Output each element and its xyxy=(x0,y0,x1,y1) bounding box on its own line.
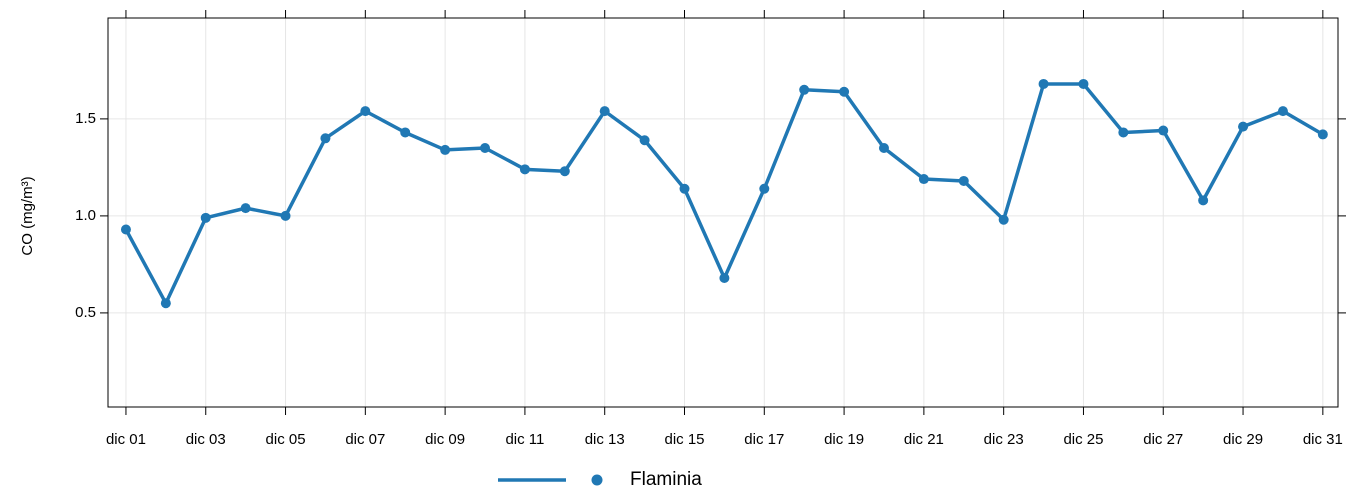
data-point xyxy=(280,210,291,221)
data-point xyxy=(519,164,530,175)
x-tick-label: dic 05 xyxy=(266,431,306,448)
data-point xyxy=(878,142,889,153)
data-point xyxy=(679,183,690,194)
data-point xyxy=(480,142,491,153)
data-point xyxy=(799,84,810,95)
data-point xyxy=(839,86,850,97)
y-tick-label: 1.5 xyxy=(75,110,96,127)
legend-marker xyxy=(591,474,603,486)
x-tick-label: dic 15 xyxy=(664,431,704,448)
data-point xyxy=(719,272,730,283)
data-point xyxy=(559,166,570,177)
data-point xyxy=(1118,127,1129,138)
data-point xyxy=(1078,78,1089,89)
data-point xyxy=(1317,129,1328,140)
x-tick-label: dic 29 xyxy=(1223,431,1263,448)
x-tick-label: dic 13 xyxy=(585,431,625,448)
data-point xyxy=(360,106,371,117)
x-tick-label: dic 11 xyxy=(505,431,544,448)
x-tick-label: dic 01 xyxy=(106,431,146,448)
x-tick-label: dic 21 xyxy=(904,431,944,448)
data-point xyxy=(200,212,211,223)
x-tick-label: dic 27 xyxy=(1143,431,1183,448)
data-point xyxy=(1277,106,1288,117)
data-point xyxy=(240,203,251,214)
x-tick-label: dic 25 xyxy=(1063,431,1103,448)
data-point xyxy=(1238,121,1249,132)
data-point xyxy=(998,214,1009,225)
data-point xyxy=(639,135,650,146)
data-point xyxy=(320,133,331,144)
legend-label: Flaminia xyxy=(630,469,702,488)
y-tick-label: 0.5 xyxy=(75,304,96,321)
x-tick-label: dic 31 xyxy=(1303,431,1343,448)
data-point xyxy=(1158,125,1169,136)
data-point xyxy=(599,106,610,117)
x-tick-label: dic 03 xyxy=(186,431,226,448)
data-point xyxy=(160,298,171,309)
x-tick-label: dic 07 xyxy=(345,431,385,448)
data-point xyxy=(918,174,929,185)
x-tick-label: dic 19 xyxy=(824,431,864,448)
series-line xyxy=(124,82,1324,305)
x-tick-label: dic 17 xyxy=(744,431,784,448)
y-axis-label: CO (mg/m³) xyxy=(19,176,36,255)
data-point xyxy=(1198,195,1209,206)
data-point xyxy=(440,144,451,155)
x-tick-label: dic 09 xyxy=(425,431,465,448)
data-point xyxy=(958,175,969,186)
plot-frame xyxy=(107,17,1339,408)
data-point xyxy=(400,127,411,138)
data-point xyxy=(120,224,131,235)
data-point xyxy=(1038,78,1049,89)
data-point xyxy=(759,183,770,194)
y-tick-label: 1.0 xyxy=(75,207,96,224)
x-tick-label: dic 23 xyxy=(984,431,1024,448)
